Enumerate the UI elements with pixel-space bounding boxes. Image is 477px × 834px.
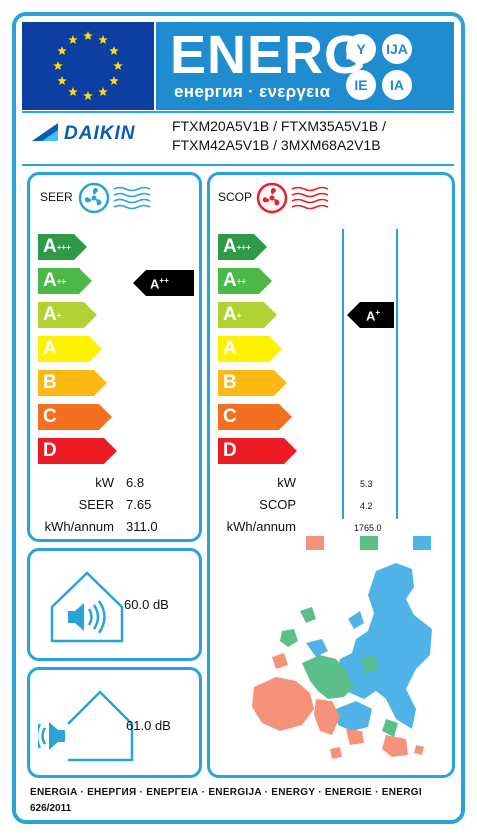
- eu-flag: [22, 22, 154, 110]
- header-divider: [22, 111, 454, 113]
- energy-subtitle: енергия · ενεργεια: [174, 82, 331, 101]
- cooling-grade-label: A++: [43, 270, 67, 291]
- outdoor-speaker-icon: [38, 690, 134, 762]
- zone-divider-2: [396, 229, 398, 519]
- heating-grade-4: A: [218, 336, 282, 362]
- eu-star-icon: [98, 86, 108, 97]
- outdoor-noise-readout: 61.0 dB: [126, 718, 171, 733]
- cooling-grade-label: C: [43, 406, 57, 427]
- cooling-annual-value: 311.0: [126, 519, 158, 534]
- heating-kw-value: 5.3: [360, 479, 373, 489]
- eu-star-icon: [83, 31, 93, 41]
- heating-grade-label: A: [223, 338, 237, 359]
- lang-badge-ie: IE: [346, 70, 376, 100]
- heating-scop-value: 4.2: [360, 501, 373, 511]
- brand-name: DAIKIN: [64, 123, 136, 144]
- daikin-logo: DAIKIN: [30, 121, 146, 144]
- outdoor-noise-value: 61.0: [126, 718, 152, 733]
- supplier-divider: [22, 164, 454, 166]
- scop-label: SCOP: [218, 190, 253, 204]
- cooling-grade-2: A++: [38, 268, 92, 294]
- heating-grade-5: B: [218, 370, 287, 396]
- regulation-languages: ENERGIA · ЕНЕРГИЯ · ΕΝΕΡΓΕΙΑ · ENERGIJA …: [30, 787, 422, 798]
- cooling-kw-label: kW: [95, 475, 114, 490]
- outdoor-noise-unit: dB: [154, 718, 171, 733]
- heating-class-pointer: A+: [347, 302, 394, 328]
- eu-star-icon: [113, 61, 123, 71]
- indoor-noise-readout: 60.0 dB: [124, 597, 169, 612]
- zone-average-square: [360, 536, 378, 550]
- cooling-grade-label: B: [43, 372, 57, 393]
- eu-star-icon: [98, 35, 108, 45]
- eu-star-icon: [109, 76, 119, 86]
- supplier-row: DAIKIN FTXM20A5V1B / FTXM35A5V1B / FTXM4…: [22, 113, 454, 165]
- heating-grade-2: A++: [218, 268, 272, 294]
- seer-label: SEER: [40, 190, 73, 204]
- energy-title: ENERG: [170, 25, 368, 85]
- cooling-grade-1: A+++: [38, 234, 87, 260]
- lang-badge-ija: IJA: [382, 34, 412, 64]
- heating-class-text: A+: [366, 308, 381, 324]
- europe-climate-zones-map: [252, 563, 432, 759]
- heating-grade-3: A+: [218, 302, 277, 328]
- heating-grade-6: C: [218, 404, 292, 430]
- indoor-speaker-icon: [50, 571, 124, 643]
- cooling-class-text: A++: [150, 276, 169, 292]
- cooling-grade-label: A+: [43, 304, 62, 325]
- cooling-grade-3: A+: [38, 302, 97, 328]
- heating-grade-7: D: [218, 438, 297, 464]
- eu-star-icon: [53, 61, 63, 71]
- cooling-seer-label: SEER: [78, 497, 114, 512]
- zone-divider-1: [342, 229, 344, 519]
- heating-grade-label: C: [223, 406, 237, 427]
- zone-warmer-square: [306, 536, 324, 550]
- cooling-panel: SEER A+++ A++ A+ A B C D A++ kW 6.8 SEER 7.65 …: [27, 172, 202, 542]
- cooling-grade-label: D: [43, 440, 57, 461]
- outdoor-noise-panel: 61.0 dB: [27, 667, 202, 778]
- eu-star-icon: [68, 86, 78, 97]
- zone-colder-square: [413, 536, 431, 550]
- indoor-noise-panel: 60.0 dB: [27, 548, 202, 661]
- indoor-noise-value: 60.0: [124, 597, 150, 612]
- indoor-noise-unit: dB: [152, 597, 169, 612]
- cooling-grade-4: A: [38, 336, 102, 362]
- heating-kw-label: kW: [277, 475, 296, 490]
- heating-fan-icon: [256, 182, 329, 214]
- model-line-1: FTXM20A5V1B / FTXM35A5V1B /: [172, 118, 386, 134]
- heating-grade-label: A+: [223, 304, 242, 325]
- cooling-annual-label: kWh/annum: [44, 519, 114, 534]
- lang-badge-y: Y: [346, 34, 376, 64]
- lang-badge-ia: IA: [382, 70, 412, 100]
- cooling-class-pointer: A++: [133, 270, 194, 296]
- cooling-seer-value: 7.65: [126, 497, 152, 512]
- eu-star-icon: [83, 91, 93, 101]
- heating-scop-label: SCOP: [259, 497, 296, 512]
- heating-grade-label: A+++: [223, 236, 251, 257]
- energy-banner: ENERG енергия · ενεργεια Y IJA IE IA: [156, 22, 454, 110]
- heating-panel: SCOP A+++ A++ A+ A B C D A+ kW 5.3 SCOP 4.2 kW…: [207, 172, 455, 778]
- eu-star-icon: [57, 76, 67, 86]
- cooling-kw-value: 6.8: [126, 475, 145, 490]
- cooling-grade-6: C: [38, 404, 112, 430]
- cooling-grade-label: A+++: [43, 236, 71, 257]
- model-line-2: FTXM42A5V1B / 3MXM68A2V1B: [172, 137, 381, 153]
- eu-stars-icon: [53, 31, 123, 101]
- cooling-fan-icon: [78, 182, 151, 214]
- heating-annual-value: 1765.0: [354, 523, 382, 533]
- cooling-grade-label: A: [43, 338, 57, 359]
- regulation-number: 626/2011: [30, 803, 72, 814]
- heating-grade-label: B: [223, 372, 237, 393]
- cooling-grade-5: B: [38, 370, 107, 396]
- eu-star-icon: [109, 46, 119, 56]
- heating-grade-label: A++: [223, 270, 247, 291]
- eu-star-icon: [57, 46, 67, 56]
- heating-grade-1: A+++: [218, 234, 267, 260]
- daikin-triangle-icon: [32, 123, 58, 141]
- heating-annual-label: kWh/annum: [226, 519, 296, 534]
- eu-star-icon: [68, 35, 78, 45]
- cooling-grade-7: D: [38, 438, 117, 464]
- model-numbers: FTXM20A5V1B / FTXM35A5V1B / FTXM42A5V1B …: [172, 117, 452, 155]
- heating-grade-label: D: [223, 440, 237, 461]
